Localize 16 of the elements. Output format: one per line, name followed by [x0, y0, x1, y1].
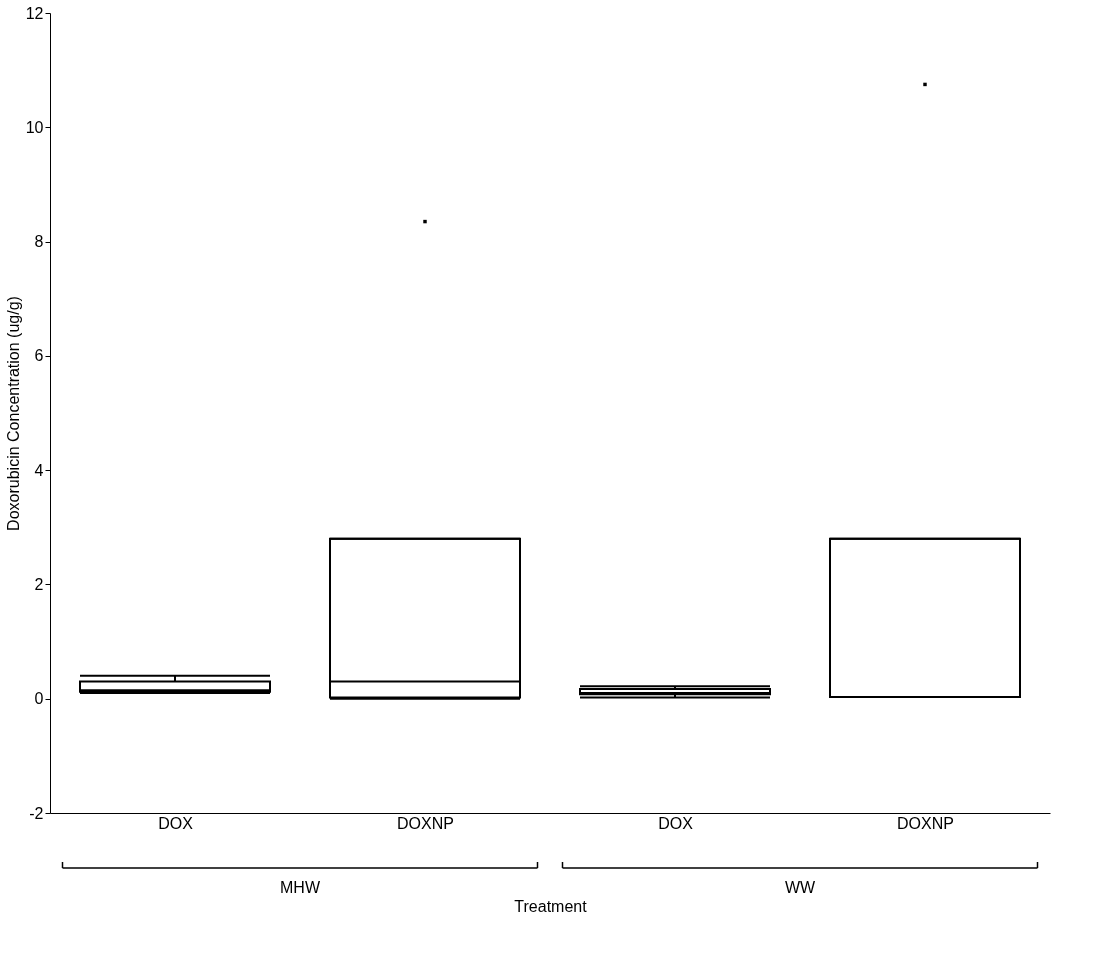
x-tick-label: DOX	[158, 814, 194, 832]
y-tick-label: 10	[25, 118, 44, 136]
y-tick-label: 6	[34, 347, 44, 365]
y-tick-label: -2	[29, 804, 44, 822]
y-axis-title: Doxorubicin Concentration (ug/g)	[4, 296, 22, 531]
y-tick-label: 2	[34, 575, 44, 593]
x-tick-label: DOXNP	[397, 814, 454, 832]
text: WW	[784, 879, 816, 896]
y-tick-label: 12	[25, 4, 44, 22]
x-tick-label: DOX	[658, 814, 694, 832]
y-tick-label: 8	[34, 233, 44, 251]
x-tick-label: DOXNP	[897, 814, 954, 832]
y-tick-label: 0	[34, 690, 44, 708]
x-axis-title: Treatment	[514, 897, 588, 915]
y-tick-label: 4	[34, 461, 44, 479]
text: MHW	[280, 879, 321, 896]
